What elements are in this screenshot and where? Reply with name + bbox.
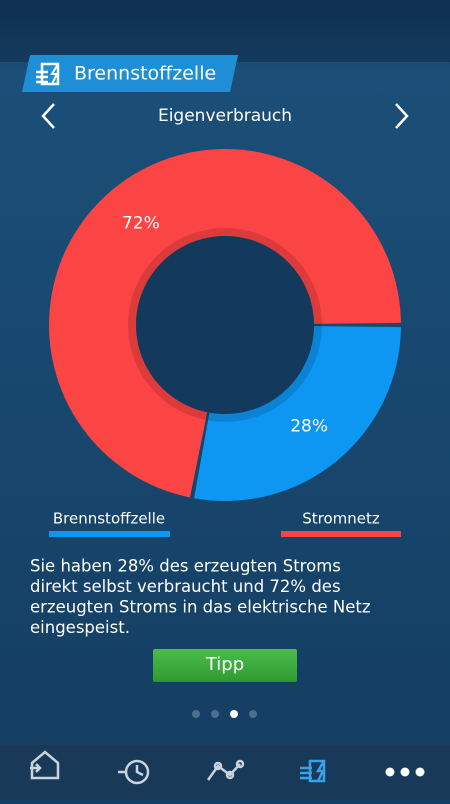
description-line: direkt selbst verbraucht und 72% des [30, 577, 341, 596]
nav-title: Eigenverbrauch [158, 106, 292, 126]
prev-arrow[interactable] [41, 103, 55, 129]
graph-icon[interactable] [206, 759, 245, 781]
more-icon[interactable] [385, 767, 425, 777]
home-icon[interactable] [30, 750, 60, 780]
tipp-button[interactable] [153, 649, 297, 682]
fuelcell-icon[interactable] [300, 759, 326, 783]
slice-label: 28% [290, 417, 328, 437]
legend-label: Brennstoffzelle [53, 510, 165, 528]
description-line: eingespeist. [30, 618, 130, 637]
donut-chart: 28% 72% Brennstoffzelle Stromnetz [49, 149, 401, 537]
history-icon[interactable] [118, 759, 150, 785]
legend-swatch [49, 531, 170, 537]
description-line: Sie haben 28% des erzeugten Stroms [30, 557, 341, 576]
description-line: erzeugten Stroms in das elektrische Netz [30, 598, 371, 617]
legend-label: Stromnetz [302, 510, 380, 528]
donut-inner-ring [128, 228, 322, 422]
header-tab [22, 55, 238, 92]
page-dots [192, 710, 257, 718]
slice-label: 72% [122, 213, 160, 233]
description: Sie haben 28% des erzeugten Stromsdirekt… [30, 557, 371, 638]
top-bar [0, 0, 450, 62]
donut-slice [49, 149, 401, 498]
donut-slice [194, 326, 401, 501]
legend-swatch [281, 531, 401, 537]
header-icon [36, 62, 60, 86]
next-arrow[interactable] [395, 103, 409, 129]
donut-hole [136, 236, 314, 414]
tipp-button-label[interactable]: Tipp [205, 654, 244, 675]
header-title: Brennstoffzelle [74, 63, 216, 85]
